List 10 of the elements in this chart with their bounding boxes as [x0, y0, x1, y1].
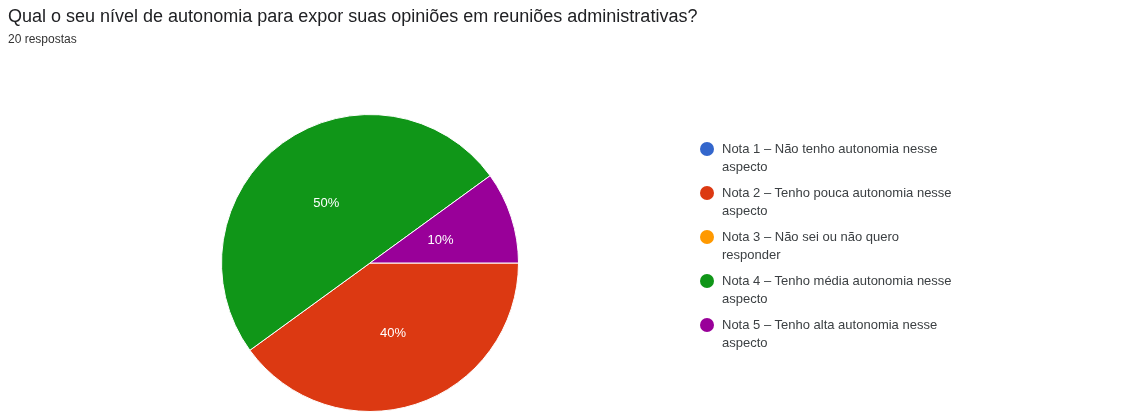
legend-label: Nota 1 – Não tenho autonomia nesse aspecto [722, 140, 939, 176]
legend-label: Nota 2 – Tenho pouca autonomia nesse aspecto [722, 184, 953, 220]
legend-label: Nota 3 – Não sei ou não quero responder [722, 228, 901, 264]
text: 20 respostas [8, 32, 77, 46]
chart-title: Qual o seu nível de autonomia para expor suas opiniões em reuniões administrativas? [8, 6, 698, 27]
legend-label: Nota 5 – Tenho alta autonomia nesse aspecto [722, 316, 939, 352]
data-label: 40% [379, 325, 407, 341]
data-label: 50% [313, 194, 340, 210]
data-label: 10% [427, 231, 455, 247]
legend-label: Nota 4 – Tenho média autonomia nesse aspecto [722, 272, 953, 308]
